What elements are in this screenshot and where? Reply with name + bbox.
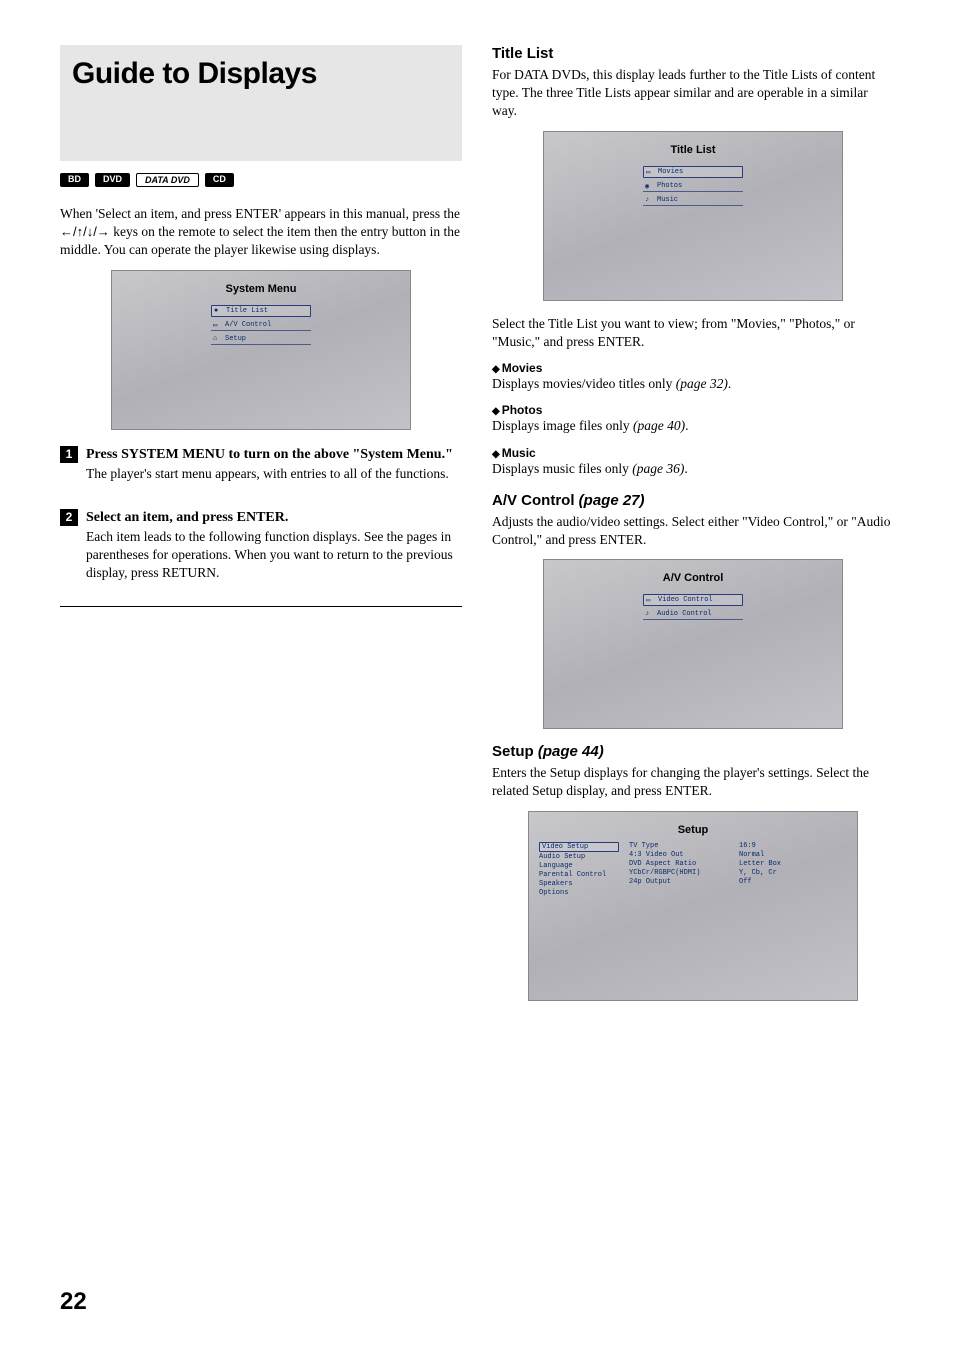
setup-right-item: Y, Cb, Cr — [739, 869, 799, 877]
setup-right-item: Normal — [739, 851, 799, 859]
av-control-intro: Adjusts the audio/video settings. Select… — [492, 513, 894, 549]
step-body-text: Each item leads to the following functio… — [86, 528, 462, 583]
setup-mid-item: DVD Aspect Ratio — [629, 860, 729, 868]
av-control-screenshot: A/V Control ▭ Video Control ♪ Audio Contro… — [543, 559, 843, 729]
sub-movies-body: Displays movies/video titles only (page … — [492, 375, 894, 393]
step-body-text: The player's start menu appears, with en… — [86, 465, 462, 483]
titlelist-item-movies: ▭ Movies — [643, 166, 743, 178]
setup-left-item: Video Setup — [539, 842, 619, 852]
audio-icon: ♪ — [645, 610, 649, 618]
sub-photos: Photos — [492, 403, 894, 417]
setup-screenshot: Setup Video Setup Audio Setup Language P… — [528, 811, 858, 1001]
setup-left-item: Audio Setup — [539, 853, 619, 861]
av-item-audio: ♪ Audio Control — [643, 609, 743, 620]
titlelist-item-photos: ◉ Photos — [643, 181, 743, 192]
movie-icon: ▭ — [646, 168, 650, 177]
sub-body-text: Displays music files only — [492, 461, 632, 476]
setup-left-item: Parental Control — [539, 871, 619, 879]
setup-intro: Enters the Setup displays for changing t… — [492, 764, 894, 800]
title-list-after: Select the Title List you want to view; … — [492, 315, 894, 351]
system-menu-title: System Menu — [112, 271, 410, 295]
setup-right-item: Off — [739, 878, 799, 886]
badge-dvd: DVD — [95, 173, 130, 187]
page-ref: (page 36) — [632, 461, 684, 476]
av-control-screen-title: A/V Control — [544, 560, 842, 584]
arrow-keys-glyph: ←/↑/↓/→ — [60, 224, 110, 239]
badge-bd: BD — [60, 173, 89, 187]
setup-mid-item: YCbCr/RGBPC(HDMI) — [629, 869, 729, 877]
page-number: 22 — [60, 1288, 87, 1316]
setup-screen-title: Setup — [529, 812, 857, 836]
step-2: 2 Select an item, and press ENTER. Each … — [60, 509, 462, 593]
step-heading: Press SYSTEM MENU to turn on the above "… — [86, 446, 462, 465]
av-item-label: Video Control — [658, 596, 713, 604]
page-ref: (page 32) — [676, 376, 728, 391]
setup-icon: ⌂ — [213, 335, 217, 343]
setup-heading-text: Setup — [492, 743, 538, 760]
system-menu-screenshot: System Menu ● Title List ▭ A/V Control ⌂ Se… — [111, 270, 411, 430]
setup-mid-item: 24p Output — [629, 878, 729, 886]
setup-heading: Setup (page 44) — [492, 743, 894, 760]
badge-data-dvd: DATA DVD — [136, 173, 199, 187]
music-icon: ♪ — [645, 196, 649, 204]
disc-icon: ● — [214, 307, 218, 315]
section-divider — [60, 606, 462, 607]
titlelist-item-label: Music — [657, 196, 678, 204]
title-list-intro: For DATA DVDs, this display leads furthe… — [492, 66, 894, 121]
setup-left-item: Options — [539, 889, 619, 897]
titlelist-item-music: ♪ Music — [643, 195, 743, 206]
page-title: Guide to Displays — [72, 57, 450, 91]
av-heading-text: A/V Control — [492, 492, 579, 509]
av-item-label: Audio Control — [657, 610, 712, 618]
step-1: 1 Press SYSTEM MENU to turn on the above… — [60, 446, 462, 493]
sub-photos-body: Displays image files only (page 40). — [492, 417, 894, 435]
photo-icon: ◉ — [645, 182, 649, 191]
sysmenu-item-setup: ⌂ Setup — [211, 334, 311, 345]
title-list-screenshot: Title List ▭ Movies ◉ Photos ♪ Music — [543, 131, 843, 301]
av-icon: ▭ — [213, 321, 217, 330]
av-item-video: ▭ Video Control — [643, 594, 743, 606]
sysmenu-item-label: Setup — [225, 335, 246, 343]
setup-mid-item: TV Type — [629, 842, 729, 850]
page-ref: (page 40) — [633, 418, 685, 433]
setup-left-item: Speakers — [539, 880, 619, 888]
title-list-heading: Title List — [492, 45, 894, 62]
video-icon: ▭ — [646, 596, 650, 605]
step-number: 1 — [60, 446, 78, 463]
setup-left-item: Language — [539, 862, 619, 870]
page-ref: (page 44) — [538, 743, 604, 760]
sysmenu-item-av-control: ▭ A/V Control — [211, 320, 311, 331]
sub-music-body: Displays music files only (page 36). — [492, 460, 894, 478]
setup-right-item: 16:9 — [739, 842, 799, 850]
intro-paragraph: When 'Select an item, and press ENTER' a… — [60, 205, 462, 260]
titlelist-item-label: Photos — [657, 182, 682, 190]
intro-after: keys on the remote to select the item th… — [60, 224, 460, 257]
page-ref: (page 27) — [579, 492, 645, 509]
av-control-heading: A/V Control (page 27) — [492, 492, 894, 509]
sysmenu-item-label: Title List — [226, 307, 268, 315]
sysmenu-item-label: A/V Control — [225, 321, 271, 329]
sub-body-text: Displays movies/video titles only — [492, 376, 676, 391]
intro-before: When 'Select an item, and press ENTER' a… — [60, 206, 460, 221]
titlelist-item-label: Movies — [658, 168, 683, 176]
title-banner: Guide to Displays — [60, 45, 462, 161]
setup-mid-item: 4:3 Video Out — [629, 851, 729, 859]
sub-music: Music — [492, 446, 894, 460]
sysmenu-item-title-list: ● Title List — [211, 305, 311, 317]
sub-movies: Movies — [492, 361, 894, 375]
badge-cd: CD — [205, 173, 234, 187]
format-badges: BD DVD DATA DVD CD — [60, 173, 462, 187]
step-number: 2 — [60, 509, 78, 526]
step-heading: Select an item, and press ENTER. — [86, 509, 462, 528]
setup-right-item: Letter Box — [739, 860, 799, 868]
title-list-screen-title: Title List — [544, 132, 842, 156]
sub-body-text: Displays image files only — [492, 418, 633, 433]
